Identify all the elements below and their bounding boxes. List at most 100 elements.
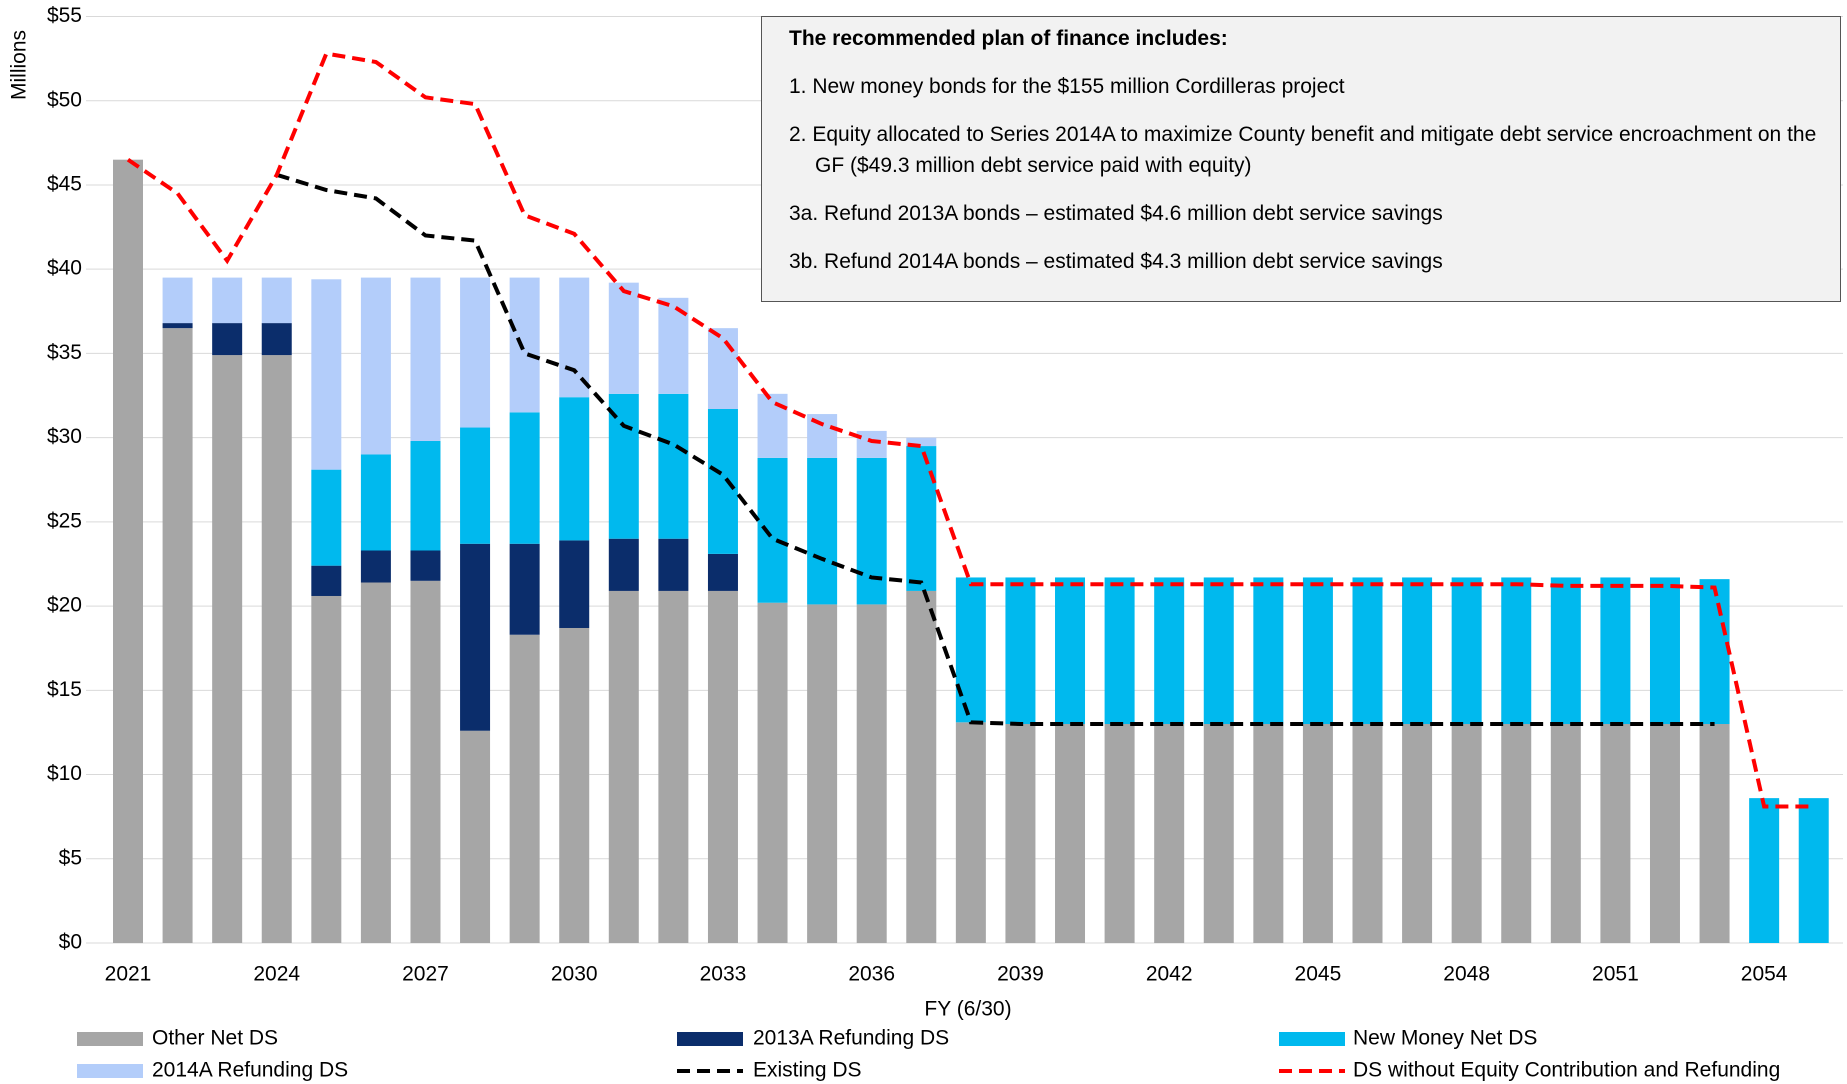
- y-tick-label: $45: [47, 173, 82, 196]
- bar-segment: [1649, 724, 1680, 943]
- bar-segment: [113, 159, 143, 943]
- line-series: [276, 172, 1715, 727]
- bar-segment: [658, 538, 689, 591]
- bar-segment: [311, 469, 342, 566]
- legend-swatch: [677, 1032, 743, 1046]
- bar-segment: [509, 543, 540, 635]
- x-tick-label: 2024: [253, 963, 300, 986]
- x-tick-label: 2042: [1146, 963, 1193, 986]
- bar-segment: [707, 328, 738, 409]
- bar-segment: [1253, 577, 1284, 725]
- annotation-item: 3b. Refund 2014A bonds – estimated $4.3 …: [789, 250, 1443, 273]
- y-tick-label: $50: [47, 88, 82, 111]
- bar-segment: [559, 277, 590, 398]
- bar-segment: [1154, 724, 1185, 943]
- bar-segment: [757, 393, 788, 458]
- bar-segment: [509, 277, 540, 413]
- x-axis-label: FY (6/30): [924, 998, 1011, 1021]
- annotation-item: 1. New money bonds for the $155 million …: [789, 75, 1345, 98]
- y-tick-label: $30: [47, 425, 82, 448]
- bar-segment: [707, 553, 738, 591]
- bar-segment: [1005, 577, 1036, 725]
- bar-segment: [212, 323, 243, 356]
- bar-segment: [509, 412, 540, 544]
- y-tick-label: $5: [59, 846, 82, 869]
- bar-segment: [1451, 577, 1482, 725]
- bar-segment: [955, 577, 986, 723]
- x-tick-label: 2027: [402, 963, 449, 986]
- bar-segment: [807, 457, 838, 605]
- bar-segment: [1749, 798, 1780, 943]
- y-tick-label: $20: [47, 594, 82, 617]
- bar-segment: [162, 323, 193, 329]
- bar-segment: [1402, 577, 1433, 725]
- annotation-box: The recommended plan of finance includes…: [761, 16, 1841, 302]
- bar-segment: [460, 277, 491, 428]
- bar-segment: [1352, 577, 1383, 725]
- bar-segment: [261, 355, 292, 943]
- bar-segment: [212, 355, 243, 943]
- bar-segment: [906, 590, 937, 943]
- bar-segment: [906, 437, 937, 447]
- x-tick-label: 2030: [551, 963, 598, 986]
- y-tick-label: $35: [47, 341, 82, 364]
- legend-swatch: [77, 1032, 143, 1046]
- bar-segment: [1203, 577, 1234, 725]
- bar-segment: [1798, 798, 1829, 943]
- legend-swatch: [77, 1064, 143, 1078]
- bar-segment: [460, 543, 491, 731]
- bar-segment: [410, 441, 441, 551]
- bar-segment: [658, 590, 689, 943]
- bar-segment: [410, 550, 441, 581]
- y-tick-label: $40: [47, 257, 82, 280]
- bar-segment: [1253, 724, 1284, 943]
- bar-segment: [360, 550, 391, 583]
- x-tick-label: 2033: [700, 963, 747, 986]
- bar-segment: [1600, 577, 1631, 725]
- bar-segment: [410, 580, 441, 943]
- x-tick-label: 2036: [848, 963, 895, 986]
- x-tick-label: 2051: [1592, 963, 1639, 986]
- x-tick-label: 2045: [1295, 963, 1342, 986]
- bar-segment: [608, 282, 639, 394]
- bar-segment: [955, 722, 986, 943]
- bar-segment: [1600, 724, 1631, 943]
- annotation-item: 3a. Refund 2013A bonds – estimated $4.6 …: [789, 202, 1443, 225]
- x-tick-label: 2054: [1741, 963, 1788, 986]
- bar-segment: [1005, 724, 1036, 943]
- bar-segment: [162, 328, 193, 944]
- line-series: [126, 51, 1814, 809]
- bar-segment: [807, 604, 838, 943]
- bar-segment: [1501, 577, 1532, 725]
- y-tick-label: $15: [47, 678, 82, 701]
- annotation-title: The recommended plan of finance includes…: [789, 27, 1228, 50]
- bar-segment: [1402, 724, 1433, 943]
- bar-segment: [856, 457, 887, 605]
- bar-segment: [1649, 577, 1680, 725]
- bar-segment: [1104, 724, 1135, 943]
- bar-segment: [658, 393, 689, 539]
- bar-segment: [1501, 724, 1532, 943]
- bar-segment: [707, 408, 738, 554]
- bar-segment: [608, 393, 639, 539]
- bar-segment: [757, 457, 788, 603]
- bar-segment: [261, 277, 292, 324]
- bar-segment: [757, 602, 788, 943]
- bar-segment: [1550, 724, 1581, 943]
- y-tick-label: $25: [47, 509, 82, 532]
- x-tick-label: 2021: [105, 963, 152, 986]
- bar-segment: [311, 595, 342, 943]
- bar-segment: [1302, 577, 1333, 725]
- bar-segment: [460, 427, 491, 544]
- legend-label: 2014A Refunding DS: [152, 1059, 348, 1082]
- bar-segment: [608, 590, 639, 943]
- bar-segment: [559, 397, 590, 541]
- legend-label: Other Net DS: [152, 1027, 278, 1050]
- bar-segment: [360, 454, 391, 551]
- bar-segment: [410, 277, 441, 442]
- bar-segment: [311, 565, 342, 596]
- bar-segment: [1699, 579, 1730, 725]
- bar-segment: [1302, 724, 1333, 943]
- bar-segment: [311, 279, 342, 470]
